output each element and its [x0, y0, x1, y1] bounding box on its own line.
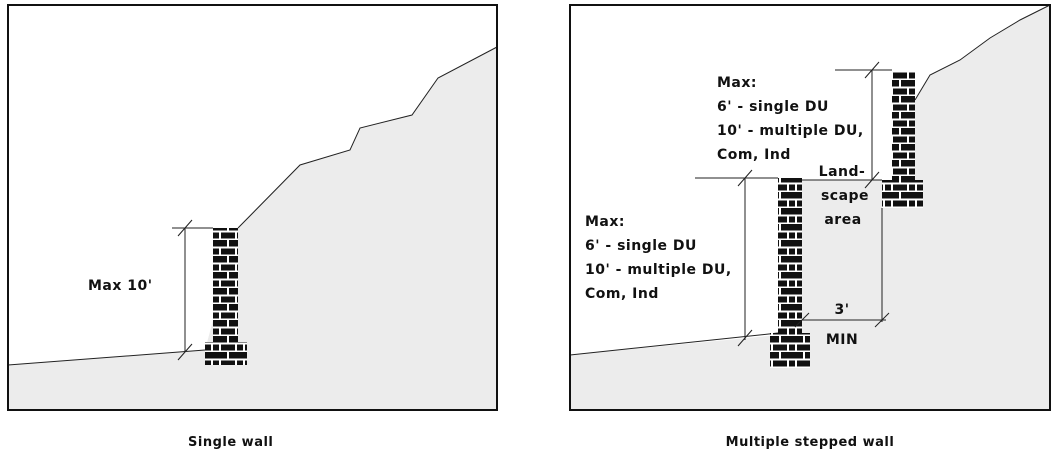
- lower-wall-label: 10' - multiple DU,: [585, 262, 732, 278]
- wall: [213, 228, 238, 344]
- landscape-label: area: [824, 212, 861, 228]
- upper-wall-label: Com, Ind: [717, 147, 791, 163]
- caption: Single wall: [188, 435, 273, 450]
- caption: Multiple stepped wall: [726, 435, 895, 450]
- dimension-tick: [864, 171, 880, 189]
- setback-label: 3': [834, 302, 849, 318]
- slope-line: [237, 46, 498, 229]
- upper-wall-label: 6' - single DU: [717, 99, 829, 115]
- ground-line: [7, 349, 206, 366]
- dimension-tick: [874, 312, 890, 328]
- upper-wall-label: Max:: [717, 75, 757, 91]
- landscape-label: scape: [821, 188, 869, 204]
- landscape-label: Land-: [819, 164, 866, 180]
- stepped-wall-panel: Max: 6' - single DU 10' - multiple DU, C…: [569, 4, 1051, 450]
- setback-label: MIN: [826, 332, 858, 348]
- dimension-tick: [177, 343, 193, 361]
- upper-wall: [892, 72, 915, 182]
- dimension-tick: [864, 61, 880, 79]
- footing: [205, 342, 247, 365]
- dimension-tick: [794, 312, 810, 328]
- slope-line: [914, 4, 1051, 101]
- upper-footing: [882, 180, 923, 208]
- lower-wall: [778, 178, 802, 334]
- single-wall-panel: Max 10' Single wall: [7, 4, 498, 450]
- ground: [8, 47, 497, 410]
- lower-wall-label: Com, Ind: [585, 286, 659, 302]
- ground: [570, 5, 1050, 410]
- dimension-tick: [737, 169, 753, 187]
- lower-wall-label: 6' - single DU: [585, 238, 697, 254]
- frame: [7, 4, 498, 411]
- dimension-tick: [737, 329, 753, 347]
- upper-wall-label: 10' - multiple DU,: [717, 123, 864, 139]
- lower-footing: [770, 333, 810, 368]
- dimension-tick: [177, 219, 193, 237]
- frame: [569, 4, 1051, 411]
- height-label: Max 10': [88, 278, 153, 294]
- ground-line: [569, 332, 779, 356]
- lower-wall-label: Max:: [585, 214, 625, 230]
